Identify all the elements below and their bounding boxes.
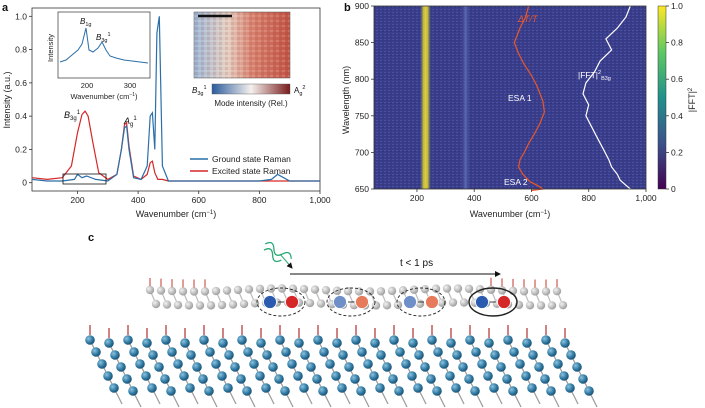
exciton-ring xyxy=(468,287,518,317)
label-b3g: B3g1 xyxy=(64,110,81,122)
panel-a-ytick: 0.2 xyxy=(15,144,27,154)
exciton-ring xyxy=(256,287,306,317)
panel-a-xtick: 200 xyxy=(70,195,84,205)
panel-b-xtick: 600 xyxy=(524,193,538,203)
annotation-dtt: ΔT/T xyxy=(517,14,539,24)
panel-c-letter: c xyxy=(88,232,95,244)
panel-a-ytick: 0 xyxy=(22,178,27,188)
bright-column-370 xyxy=(460,6,471,189)
panel-b-yticks: 650 700 750 800 850 900 xyxy=(355,1,374,194)
mode-colorbar xyxy=(211,83,291,95)
panel-a-ylabel: Intensity (a.u.) xyxy=(2,71,12,128)
electron-icon xyxy=(425,295,439,309)
colorbar-right-label: Ag2 xyxy=(294,85,305,97)
fft-colorbar-ticks: 0 0.2 0.4 0.6 0.8 1.0 xyxy=(666,1,683,194)
ground-state-line xyxy=(31,16,320,182)
annotation-fft: |FFT|2B3g xyxy=(578,70,611,82)
panel-b-frame xyxy=(373,5,647,190)
panel-a-lines xyxy=(31,16,320,182)
panel-b-ytick: 800 xyxy=(355,74,369,84)
panel-a-xlabel: Wavenumber (cm−1) xyxy=(136,209,217,219)
panel-a-legend: Ground state Raman Excited state Raman xyxy=(190,154,291,176)
panel-a-xticks: 200 400 600 800 1,000 xyxy=(70,191,331,205)
fft-trace xyxy=(582,5,635,192)
annotation-esa2: ESA 2 xyxy=(504,177,528,187)
panel-a-yticks: 0 0.2 0.4 0.6 0.8 1.0 xyxy=(15,11,32,188)
panel-b-ytick: 700 xyxy=(355,147,369,157)
panel-b-xlabel: Wavenumber (cm−1) xyxy=(470,209,551,219)
colorbar-tick: 0 xyxy=(671,184,676,194)
electron-icon xyxy=(355,295,369,309)
time-label: t < 1 ps xyxy=(400,258,433,269)
panel-b-chart: 200 400 600 800 1,000 650 700 750 800 850 900 Wav… xyxy=(341,1,697,219)
legend-excited: Excited state Raman xyxy=(212,166,291,176)
panel-b-xtick: 200 xyxy=(410,193,424,203)
exciton-pairs xyxy=(256,287,518,317)
inset-trace xyxy=(59,27,149,64)
dtt-trace xyxy=(513,5,546,192)
panel-a-xtick: 400 xyxy=(131,195,145,205)
panel-a-chart: 200 400 600 800 1,000 0 0.2 0.4 0.6 0.8 1.0 Inten… xyxy=(2,7,331,219)
panel-a-ytick: 0.4 xyxy=(15,111,27,121)
heatmap-bg xyxy=(374,6,646,189)
hole-icon xyxy=(403,295,417,309)
panel-b-letter: b xyxy=(344,2,351,14)
fft-colorbar-label: |FFT|2 xyxy=(687,87,697,112)
panel-b-ytick: 650 xyxy=(355,184,369,194)
bottom-lattice-atoms xyxy=(85,325,598,408)
panel-a-ytick: 0.6 xyxy=(15,78,27,88)
panel-a-xtick: 1,000 xyxy=(309,195,331,205)
inset-plot: B1g B3g1 Intensity 200 300 Wavenumber (c… xyxy=(46,11,151,101)
panel-b-ylabel: Wavelength (nm) xyxy=(341,66,351,134)
colorbar-tick: 1.0 xyxy=(671,1,683,11)
bright-column-230 xyxy=(419,6,432,189)
panel-b-ytick: 850 xyxy=(355,38,369,48)
panel-b-xtick: 800 xyxy=(582,193,596,203)
inset-xtick-200: 200 xyxy=(81,81,94,90)
panel-a-xtick: 800 xyxy=(252,195,266,205)
colorbar-tick: 0.6 xyxy=(671,74,683,84)
map-inset: B3g1 Ag2 Mode intensity (Rel.) xyxy=(192,11,305,108)
colorbar-tick: 0.8 xyxy=(671,38,683,48)
inset-xtick-300: 300 xyxy=(124,81,137,90)
hole-icon xyxy=(333,295,347,309)
label-ag: Ag1 xyxy=(123,116,137,128)
legend-ground: Ground state Raman xyxy=(212,154,291,164)
panel-a-xtick: 600 xyxy=(192,195,206,205)
heatmap-traces xyxy=(513,5,635,192)
panel-c-illustration: t < 1 ps xyxy=(85,241,598,408)
colorbar-tick: 0.2 xyxy=(671,147,683,157)
heatmap-columns xyxy=(419,6,471,189)
panel-b-xticks: 200 400 600 800 1,000 xyxy=(410,189,657,203)
exciton-ring xyxy=(326,287,376,317)
panel-a-frame xyxy=(31,7,321,192)
hole-icon xyxy=(263,295,277,309)
fft-colorbar xyxy=(657,5,667,190)
annotation-esa1: ESA 1 xyxy=(508,93,532,103)
panel-a-ytick: 0.8 xyxy=(15,45,27,55)
exciton-ring xyxy=(396,287,446,317)
light-pulse-arrow xyxy=(279,253,293,269)
electron-icon xyxy=(497,295,511,309)
inset-ylabel: Intensity xyxy=(46,34,55,62)
hole-icon xyxy=(475,295,489,309)
electron-icon xyxy=(285,295,299,309)
panel-b-ytick: 750 xyxy=(355,111,369,121)
inset-b3g: B3g1 xyxy=(96,32,111,44)
zoom-box xyxy=(62,173,107,185)
panel-b-ytick: 900 xyxy=(355,1,369,11)
light-pulse-icon xyxy=(263,241,292,263)
colorbar-left-label: B3g1 xyxy=(192,85,207,97)
panel-b-xtick: 400 xyxy=(467,193,481,203)
colorbar-tick: 0.4 xyxy=(671,111,683,121)
inset-b1g: B1g xyxy=(80,17,91,28)
panel-a-letter: a xyxy=(2,2,9,14)
panel-b-xtick: 1,000 xyxy=(635,193,657,203)
panel-a-ytick: 1.0 xyxy=(15,11,27,21)
inset-xlabel: Wavenumber (cm−1) xyxy=(70,92,138,101)
colorbar-caption: Mode intensity (Rel.) xyxy=(214,99,288,108)
